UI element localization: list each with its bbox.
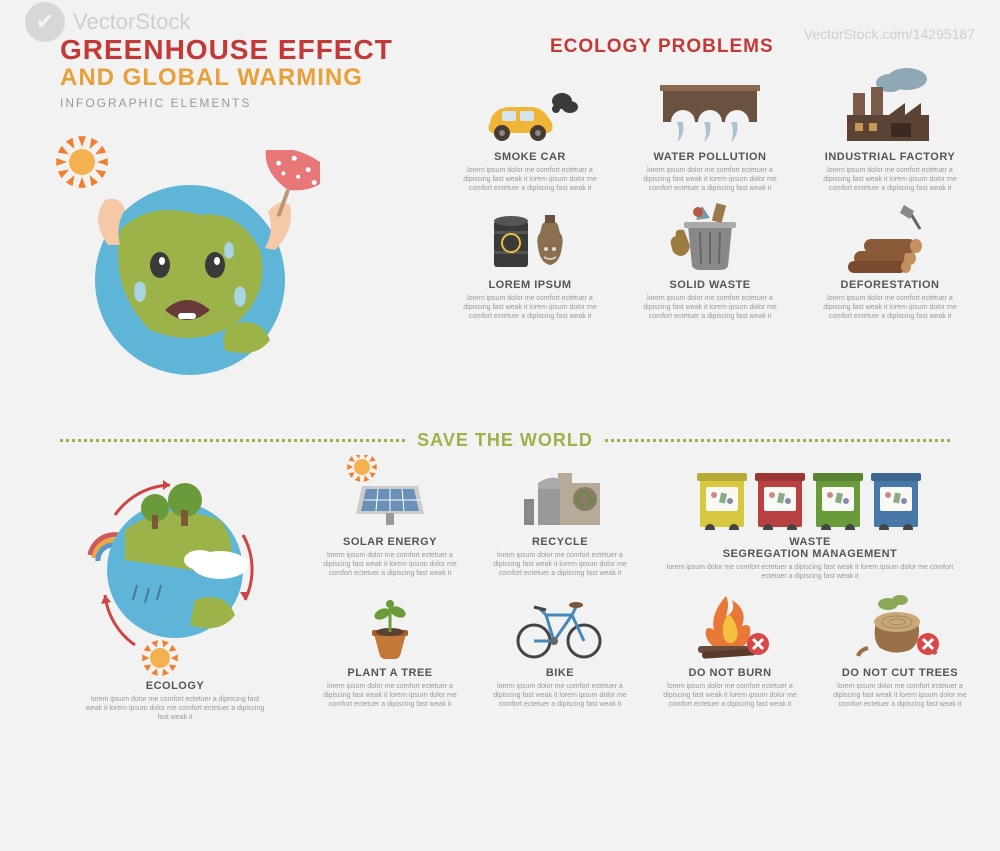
item-label: PLANT A TREE (310, 667, 470, 679)
toxic-icon (450, 203, 610, 273)
item-label: DEFORESTATION (810, 279, 970, 291)
item-desc: lorem ipsum dolor me comfort ectetuer a … (820, 682, 980, 709)
item-label: RECYCLE (480, 536, 640, 548)
item-desc: lorem ipsum dolor me comfort ectetuer a … (630, 166, 790, 193)
item-label: WASTE SEGREGATION MANAGEMENT (650, 536, 970, 560)
item-car: SMOKE CAR lorem ipsum dolor me comfort e… (450, 75, 610, 193)
item-desc: lorem ipsum dolor me comfort ectetuer a … (450, 166, 610, 193)
trash-icon (630, 203, 790, 273)
subtitle: INFOGRAPHIC ELEMENTS (60, 96, 393, 110)
water-icon (630, 75, 790, 145)
item-label: LOREM IPSUM (450, 279, 610, 291)
plant-icon (310, 591, 470, 661)
save-world-heading: SAVE THE WORLD (405, 430, 605, 451)
ecology-label: ECOLOGY (75, 680, 275, 692)
item-label: BIKE (480, 667, 640, 679)
item-desc: lorem ipsum dolor me comfort ectetuer a … (810, 294, 970, 321)
logs-icon (810, 203, 970, 273)
item-label: SMOKE CAR (450, 151, 610, 163)
stump-icon (820, 591, 980, 661)
item-label: DO NOT BURN (650, 667, 810, 679)
ecology-earth-illustration: ECOLOGY lorem ipsum dolor me comfort ect… (75, 460, 275, 722)
save-world-divider: SAVE THE WORLD (60, 430, 950, 451)
item-logs: DEFORESTATION lorem ipsum dolor me comfo… (810, 203, 970, 321)
item-bike: BIKE lorem ipsum dolor me comfort ectetu… (480, 591, 640, 709)
main-header: GREENHOUSE EFFECT AND GLOBAL WARMING INF… (60, 34, 393, 110)
item-fire: DO NOT BURN lorem ipsum dolor me comfort… (650, 591, 810, 709)
item-trash: SOLID WASTE lorem ipsum dolor me comfort… (630, 203, 790, 321)
watermark-brand: VectorStock (73, 9, 190, 35)
factory-icon (810, 75, 970, 145)
bike-icon (480, 591, 640, 661)
solar-icon (310, 460, 470, 530)
problems-grid: SMOKE CAR lorem ipsum dolor me comfort e… (450, 75, 970, 322)
bins-icon (650, 460, 970, 530)
item-desc: lorem ipsum dolor me comfort ectetuer a … (810, 166, 970, 193)
item-stump: DO NOT CUT TREES lorem ipsum dolor me co… (820, 591, 980, 709)
item-solar: SOLAR ENERGY lorem ipsum dolor me comfor… (310, 460, 470, 581)
item-recycle: RECYCLE lorem ipsum dolor me comfort ect… (480, 460, 640, 581)
vectorstock-logo-icon: ✔ (25, 2, 65, 42)
item-desc: lorem ipsum dolor me comfort ectetuer a … (650, 563, 970, 581)
item-label: WATER POLLUTION (630, 151, 790, 163)
hot-earth-illustration (60, 150, 320, 390)
item-factory: INDUSTRIAL FACTORY lorem ipsum dolor me … (810, 75, 970, 193)
car-icon (450, 75, 610, 145)
item-toxic: LOREM IPSUM lorem ipsum dolor me comfort… (450, 203, 610, 321)
item-label: SOLAR ENERGY (310, 536, 470, 548)
recycle-icon (480, 460, 640, 530)
item-desc: lorem ipsum dolor me comfort ectetuer a … (310, 682, 470, 709)
item-label: DO NOT CUT TREES (820, 667, 980, 679)
solutions-grid: SOLAR ENERGY lorem ipsum dolor me comfor… (310, 460, 975, 709)
item-label: INDUSTRIAL FACTORY (810, 151, 970, 163)
item-desc: lorem ipsum dolor me comfort ectetuer a … (310, 551, 470, 578)
fire-icon (650, 591, 810, 661)
item-water: WATER POLLUTION lorem ipsum dolor me com… (630, 75, 790, 193)
watermark-id: VectorStock.com/14295187 (804, 26, 975, 42)
item-desc: lorem ipsum dolor me comfort ectetuer a … (450, 294, 610, 321)
item-desc: lorem ipsum dolor me comfort ectetuer a … (630, 294, 790, 321)
item-plant: PLANT A TREE lorem ipsum dolor me comfor… (310, 591, 470, 709)
ecology-desc: lorem ipsum dolor me comfort ectetuer a … (75, 695, 275, 722)
item-desc: lorem ipsum dolor me comfort ectetuer a … (650, 682, 810, 709)
watermark: ✔ VectorStock VectorStock.com/14295187 (0, 2, 1000, 42)
item-bins: WASTE SEGREGATION MANAGEMENT lorem ipsum… (650, 460, 970, 581)
item-desc: lorem ipsum dolor me comfort ectetuer a … (480, 682, 640, 709)
item-desc: lorem ipsum dolor me comfort ectetuer a … (480, 551, 640, 578)
item-label: SOLID WASTE (630, 279, 790, 291)
title-line2: AND GLOBAL WARMING (60, 64, 393, 92)
